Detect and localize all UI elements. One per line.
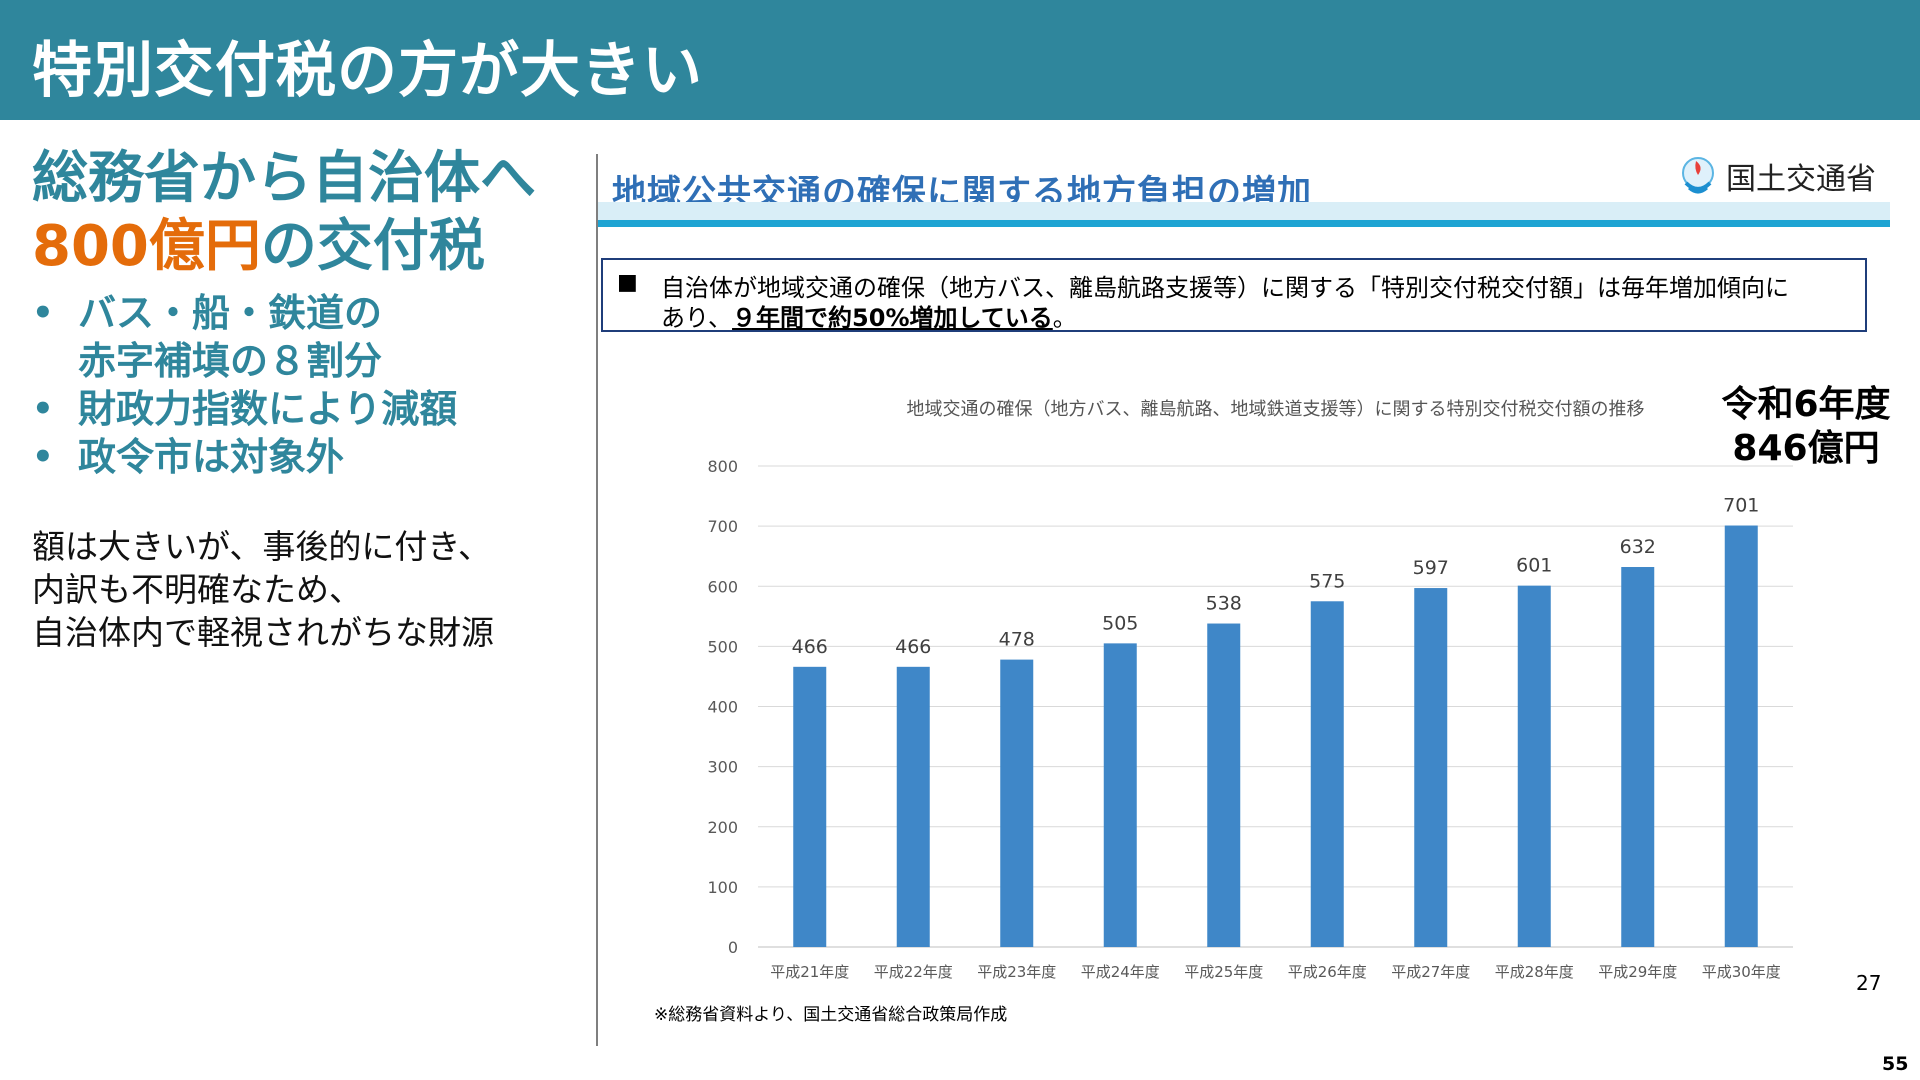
left-panel: 総務省から自治体へ 800億円の交付税 バス・船・鉄道の 赤字補填の８割分 財政…: [32, 145, 572, 654]
y-tick-label: 500: [707, 637, 738, 656]
description: 額は大きいが、事後的に付き、 内訳も不明確なため、 自治体内で軽視されがちな財源: [32, 525, 572, 654]
x-tick-label: 平成26年度: [1288, 963, 1367, 981]
data-label: 575: [1309, 570, 1345, 592]
page-title: 特別交付税の方が大きい: [32, 36, 703, 106]
bar: [1207, 623, 1241, 947]
amount-highlight: 800億円: [32, 214, 261, 279]
slide-number: 55: [1882, 1053, 1909, 1075]
embedded-slide: 地域公共交通の確保に関する地方負担の増加 国土交通省 ■ 自治体が地域交通の確保…: [598, 145, 1898, 1045]
bullet-item: バス・船・鉄道の 赤字補填の８割分: [32, 289, 572, 385]
lead-line-2-rest: の交付税: [260, 214, 485, 279]
lead-line-1: 総務省から自治体へ: [32, 146, 536, 211]
data-label: 505: [1102, 612, 1138, 634]
bullet-list: バス・船・鉄道の 赤字補填の８割分 財政力指数により減額 政令市は対象外: [32, 289, 572, 481]
inner-page-number: 27: [1856, 971, 1882, 995]
description-line: 自治体内で軽視されがちな財源: [32, 613, 494, 652]
x-tick-label: 平成22年度: [874, 963, 953, 981]
header-bar: 特別交付税の方が大きい: [0, 0, 1920, 120]
bar: [1621, 567, 1655, 947]
bar: [1103, 643, 1137, 947]
bar: [1724, 525, 1758, 947]
y-tick-label: 200: [707, 818, 738, 837]
data-label: 597: [1413, 557, 1449, 579]
vertical-divider: [596, 154, 598, 1046]
x-tick-label: 平成29年度: [1598, 963, 1677, 981]
y-tick-label: 600: [707, 577, 738, 596]
y-tick-label: 100: [707, 878, 738, 897]
x-tick-label: 平成23年度: [977, 963, 1056, 981]
description-line: 額は大きいが、事後的に付き、: [32, 527, 492, 566]
note-emphasis: ９年間で約50%増加している: [732, 304, 1053, 332]
x-tick-label: 平成25年度: [1184, 963, 1263, 981]
bar: [896, 666, 930, 947]
bar-chart: 地域交通の確保（地方バス、離島航路、地域鉄道支援等）に関する特別交付税交付額の推…: [707, 399, 1793, 981]
data-label: 632: [1620, 536, 1656, 558]
callout-total: 令和6年度 846億円: [1706, 383, 1906, 471]
lead-line-2: 800億円の交付税: [32, 213, 572, 281]
bar: [1310, 601, 1344, 947]
y-tick-label: 700: [707, 517, 738, 536]
callout-amount: 846億円: [1732, 428, 1880, 469]
source-note: ※総務省資料より、国土交通省総合政策局作成: [654, 1005, 1008, 1025]
y-tick-label: 0: [728, 938, 738, 957]
data-label: 601: [1516, 555, 1552, 577]
note-box: ■ 自治体が地域交通の確保（地方バス、離島航路支援等）に関する「特別交付税交付額…: [601, 258, 1867, 332]
note-line-2: あり、９年間で約50%増加している。: [661, 298, 1077, 333]
title-band-dark: [598, 220, 1890, 227]
y-tick-label: 300: [707, 758, 738, 777]
bullet-text: 赤字補填の８割分: [78, 339, 383, 383]
data-label: 466: [895, 636, 931, 658]
callout-year: 令和6年度: [1721, 384, 1891, 425]
mlit-logo: 国土交通省: [1678, 153, 1876, 199]
data-label: 466: [792, 636, 828, 658]
bar: [1517, 585, 1551, 947]
mlit-logo-text: 国土交通省: [1726, 162, 1876, 197]
bullet-item: 政令市は対象外: [32, 433, 572, 481]
bullet-text: バス・船・鉄道の: [78, 291, 383, 335]
bar: [793, 666, 827, 947]
note-line-1: 自治体が地域交通の確保（地方バス、離島航路支援等）に関する「特別交付税交付額」は…: [661, 274, 1789, 302]
x-tick-label: 平成30年度: [1702, 963, 1781, 981]
x-tick-label: 平成27年度: [1391, 963, 1470, 981]
note-text: あり、: [661, 304, 733, 332]
bullet-item: 財政力指数により減額: [32, 385, 572, 433]
x-tick-label: 平成28年度: [1495, 963, 1574, 981]
chart-title: 地域交通の確保（地方バス、離島航路、地域鉄道支援等）に関する特別交付税交付額の推…: [907, 399, 1645, 420]
x-tick-label: 平成21年度: [770, 963, 849, 981]
data-label: 478: [999, 629, 1035, 651]
y-tick-label: 800: [707, 457, 738, 476]
note-bullet-icon: ■: [617, 270, 638, 295]
bar: [1414, 588, 1448, 947]
bullet-text: 財政力指数により減額: [78, 387, 458, 431]
data-label: 701: [1723, 495, 1759, 517]
x-tick-label: 平成24年度: [1081, 963, 1160, 981]
bullet-text: 政令市は対象外: [78, 435, 345, 479]
data-label: 538: [1206, 593, 1242, 615]
note-text: 。: [1052, 304, 1077, 332]
mlit-logo-icon: [1682, 157, 1714, 194]
bar: [1000, 659, 1034, 947]
title-band-light: [598, 202, 1890, 220]
description-line: 内訳も不明確なため、: [32, 570, 362, 609]
y-tick-label: 400: [707, 698, 738, 717]
